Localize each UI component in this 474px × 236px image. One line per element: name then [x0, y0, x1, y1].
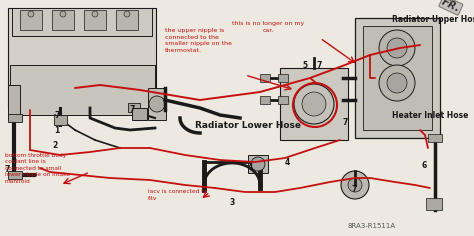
Text: 7: 7	[317, 61, 322, 70]
Text: the upper nipple is
connected to the
smaller nipple on the
thermostat.: the upper nipple is connected to the sma…	[165, 28, 232, 53]
Circle shape	[379, 30, 415, 66]
Circle shape	[348, 178, 362, 192]
Text: 7: 7	[5, 165, 10, 174]
FancyBboxPatch shape	[54, 115, 67, 125]
FancyBboxPatch shape	[278, 74, 288, 82]
Text: 8RA3-R1511A: 8RA3-R1511A	[348, 223, 396, 229]
FancyBboxPatch shape	[260, 96, 270, 104]
Text: 7: 7	[343, 118, 348, 127]
FancyBboxPatch shape	[20, 10, 42, 30]
FancyBboxPatch shape	[248, 155, 268, 173]
FancyBboxPatch shape	[8, 85, 20, 120]
Circle shape	[60, 11, 66, 17]
Text: Radiator Upper Hose: Radiator Upper Hose	[392, 15, 474, 24]
FancyBboxPatch shape	[132, 108, 147, 120]
Text: 4: 4	[285, 158, 290, 167]
FancyBboxPatch shape	[84, 10, 106, 30]
Text: 6: 6	[422, 161, 427, 170]
FancyBboxPatch shape	[8, 114, 22, 122]
Circle shape	[379, 65, 415, 101]
FancyBboxPatch shape	[128, 103, 140, 112]
Circle shape	[92, 11, 98, 17]
Circle shape	[294, 84, 334, 124]
Text: bottom throttle body
coolant line is
connected to small
lower nipple on intake
m: bottom throttle body coolant line is con…	[5, 153, 70, 184]
FancyBboxPatch shape	[278, 96, 288, 104]
Text: iacv is connected to
fitv: iacv is connected to fitv	[148, 190, 207, 201]
Text: 7: 7	[352, 185, 357, 194]
Circle shape	[28, 11, 34, 17]
FancyBboxPatch shape	[10, 65, 155, 115]
Circle shape	[387, 38, 407, 58]
FancyBboxPatch shape	[12, 8, 152, 36]
FancyBboxPatch shape	[280, 68, 348, 140]
Text: 2: 2	[52, 141, 57, 150]
FancyBboxPatch shape	[428, 134, 442, 142]
Circle shape	[302, 92, 326, 116]
Text: 5: 5	[302, 61, 307, 70]
FancyBboxPatch shape	[52, 10, 74, 30]
FancyBboxPatch shape	[355, 18, 440, 138]
FancyBboxPatch shape	[426, 198, 442, 210]
Circle shape	[124, 11, 130, 17]
Text: 3: 3	[230, 198, 235, 207]
Text: Heater Inlet Hose: Heater Inlet Hose	[392, 111, 468, 120]
Text: Radiator Lower Hose: Radiator Lower Hose	[195, 121, 301, 130]
FancyBboxPatch shape	[116, 10, 138, 30]
Text: 7: 7	[130, 105, 136, 114]
FancyBboxPatch shape	[8, 171, 22, 179]
Text: 1: 1	[54, 126, 59, 135]
Text: 7: 7	[55, 111, 60, 120]
FancyBboxPatch shape	[148, 88, 166, 120]
FancyBboxPatch shape	[363, 26, 432, 130]
Circle shape	[341, 171, 369, 199]
Circle shape	[251, 157, 265, 171]
Text: 4: 4	[248, 163, 253, 172]
FancyBboxPatch shape	[8, 8, 156, 108]
Text: this is no longer on my
car.: this is no longer on my car.	[232, 21, 304, 33]
Circle shape	[387, 73, 407, 93]
FancyBboxPatch shape	[260, 74, 270, 82]
Text: FR.: FR.	[440, 0, 462, 14]
Circle shape	[149, 96, 165, 112]
